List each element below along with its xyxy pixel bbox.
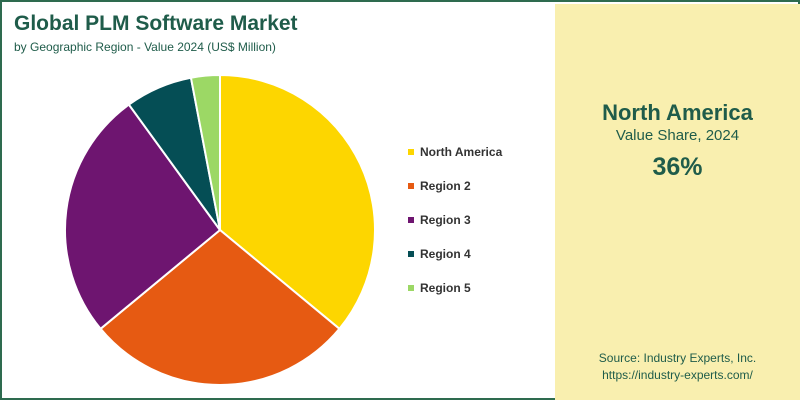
- legend-swatch: [408, 217, 414, 223]
- legend-label: North America: [420, 145, 503, 159]
- highlight-value: 36%: [652, 153, 703, 181]
- legend-item-north-america: North America: [408, 135, 548, 169]
- legend-item-region-5: Region 5: [408, 271, 548, 305]
- legend-swatch: [408, 183, 414, 189]
- pie-slice-north-america: [219, 73, 376, 331]
- chart-title: Global PLM Software Market: [14, 12, 298, 35]
- highlight-region: North America: [602, 100, 753, 125]
- pie-slice-region-3: [64, 103, 222, 331]
- legend-swatch: [408, 251, 414, 257]
- source-note: Source: Industry Experts, Inc. https://i…: [555, 350, 800, 384]
- legend-item-region-3: Region 3: [408, 203, 548, 237]
- source-line: Source: Industry Experts, Inc.: [598, 351, 757, 365]
- legend-label: Region 3: [420, 213, 471, 227]
- legend-swatch: [408, 149, 414, 155]
- highlight-panel: North America Value Share, 2024 36% Sour…: [555, 4, 800, 400]
- legend-label: Region 2: [420, 179, 471, 193]
- pie-slice-region-5: [189, 73, 221, 231]
- chart-legend: North America Region 2 Region 3 Region 4 Reg…: [408, 135, 548, 305]
- source-url[interactable]: https://industry-experts.com/: [602, 368, 753, 382]
- legend-label: Region 4: [420, 247, 471, 261]
- chart-subtitle: by Geographic Region - Value 2024 (US$ M…: [14, 40, 276, 54]
- legend-swatch: [408, 285, 414, 291]
- pie-slice-region-2: [99, 228, 341, 386]
- legend-item-region-4: Region 4: [408, 237, 548, 271]
- legend-item-region-2: Region 2: [408, 169, 548, 203]
- highlight-label: Value Share, 2024: [615, 127, 740, 144]
- pie-chart: [64, 73, 376, 386]
- legend-label: Region 5: [420, 281, 471, 295]
